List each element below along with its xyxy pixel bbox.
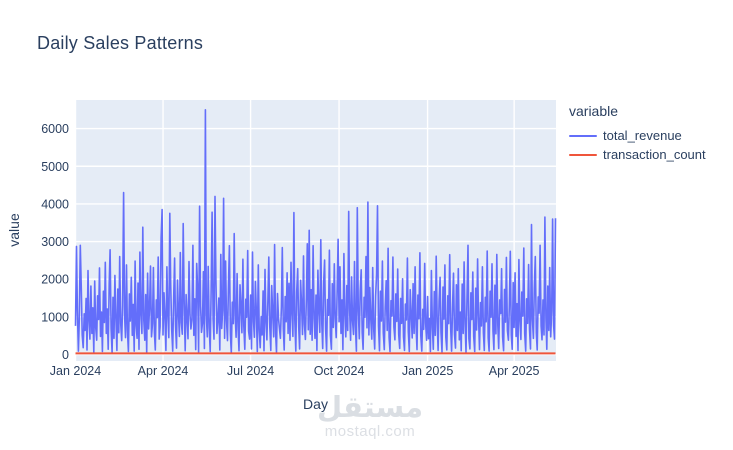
x-tick-label: Jan 2025: [402, 364, 453, 378]
chart-title: Daily Sales Patterns: [37, 33, 204, 53]
x-tick-label: Apr 2024: [138, 364, 189, 378]
x-tick-label: Oct 2024: [314, 364, 365, 378]
legend-label: transaction_count: [603, 147, 706, 162]
x-tick-label: Jan 2024: [50, 364, 101, 378]
total-revenue-line: [74, 109, 557, 354]
y-tick-label: 3000: [41, 235, 69, 249]
x-tick-label: Jul 2024: [227, 364, 274, 378]
legend-item-total-revenue[interactable]: total_revenue: [569, 126, 706, 145]
legend: variable total_revenue transaction_count: [569, 103, 706, 164]
legend-item-transaction-count[interactable]: transaction_count: [569, 145, 706, 164]
y-tick-label: 1000: [41, 310, 69, 324]
legend-title: variable: [569, 103, 619, 119]
y-tick-label: 4000: [41, 197, 69, 211]
y-tick-label: 2000: [41, 273, 69, 287]
total-revenue-line-swatch-icon: [569, 134, 597, 137]
x-axis-title: Day: [303, 396, 328, 412]
x-tick-label: Apr 2025: [489, 364, 540, 378]
y-axis-title: value: [6, 213, 22, 247]
legend-label: total_revenue: [603, 128, 682, 143]
y-tick-label: 0: [62, 348, 69, 362]
y-tick-label: 5000: [41, 160, 69, 174]
transaction-count-line-swatch-icon: [569, 153, 597, 156]
y-tick-label: 6000: [41, 122, 69, 136]
